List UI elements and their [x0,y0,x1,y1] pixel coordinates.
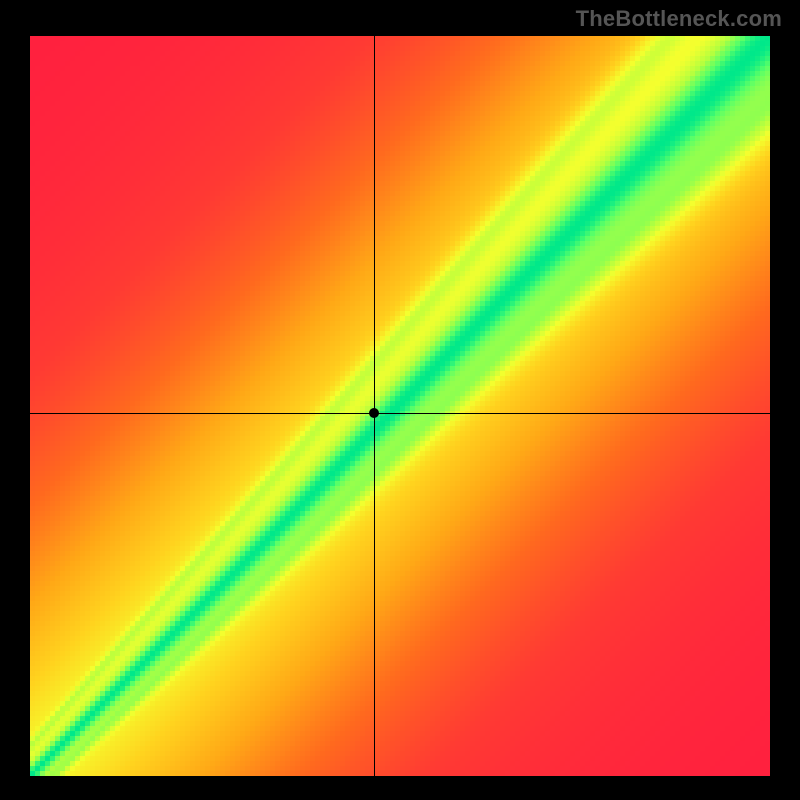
chart-frame: TheBottleneck.com [0,0,800,800]
watermark-text: TheBottleneck.com [576,6,782,32]
crosshair-horizontal [30,413,770,414]
plot-area [30,36,770,776]
heatmap-canvas [30,36,770,776]
crosshair-marker [369,408,379,418]
crosshair-vertical [374,36,375,776]
